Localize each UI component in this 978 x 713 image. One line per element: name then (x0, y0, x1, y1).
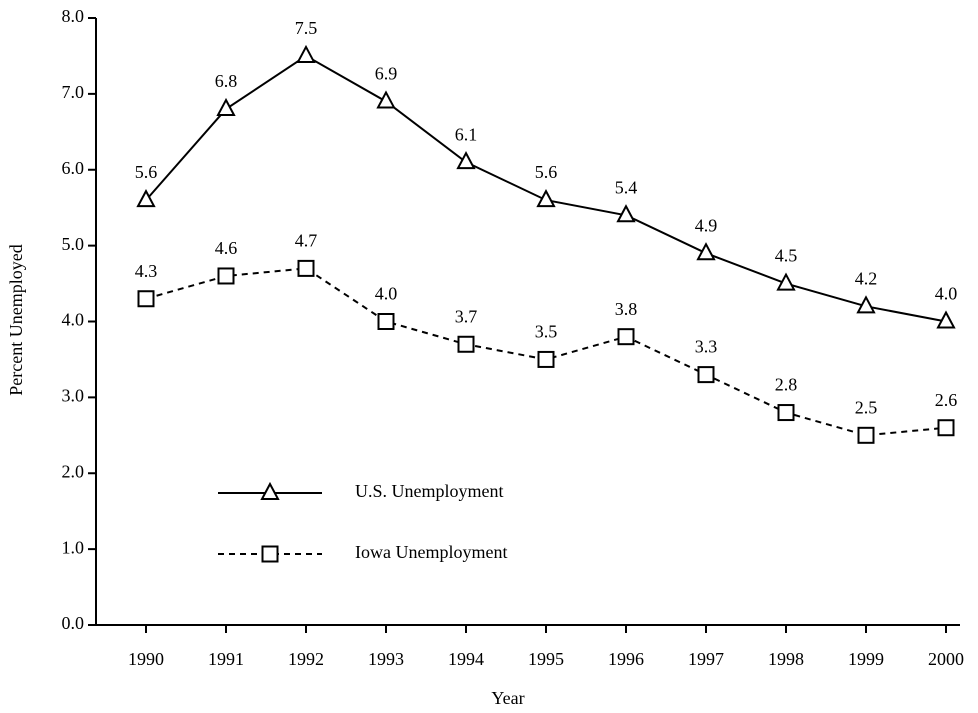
marker-square (377, 313, 395, 330)
y-tick-label: 5.0 (62, 234, 85, 254)
legend-label: U.S. Unemployment (355, 481, 504, 501)
marker-square (777, 404, 795, 422)
marker-triangle (616, 204, 636, 223)
data-label: 4.6 (215, 238, 238, 258)
marker-triangle (536, 188, 556, 208)
data-label: 5.4 (615, 177, 638, 197)
data-label: 6.9 (375, 64, 398, 84)
marker-triangle (856, 295, 876, 314)
data-label: 2.6 (935, 390, 958, 410)
marker-triangle (260, 481, 280, 500)
data-label: 2.8 (775, 375, 798, 395)
y-axis-label: Percent Unemployed (6, 244, 26, 395)
data-label: 2.5 (855, 397, 878, 417)
y-tick-label: 4.0 (62, 310, 85, 330)
data-label: 4.0 (375, 284, 398, 304)
marker-triangle (296, 44, 316, 63)
marker-square (217, 267, 235, 285)
marker-triangle (456, 151, 476, 170)
y-tick-label: 2.0 (62, 461, 85, 481)
data-label: 4.5 (775, 246, 798, 266)
x-tick-label: 1997 (688, 649, 724, 669)
data-label: 5.6 (135, 162, 158, 182)
marker-square (261, 545, 279, 563)
x-tick-label: 1991 (208, 649, 244, 669)
marker-square (857, 426, 875, 444)
y-tick-label: 1.0 (62, 537, 85, 557)
data-label: 3.7 (455, 306, 478, 326)
marker-square (617, 328, 635, 346)
marker-square (457, 335, 475, 353)
marker-triangle (376, 90, 396, 109)
y-tick-label: 0.0 (62, 613, 85, 633)
data-label: 3.3 (695, 337, 718, 357)
y-tick-label: 3.0 (62, 386, 85, 406)
x-tick-label: 1992 (288, 649, 324, 669)
data-label: 3.5 (535, 322, 558, 342)
data-label: 5.6 (535, 162, 558, 182)
data-label: 4.7 (295, 231, 318, 251)
data-label: 4.2 (855, 268, 878, 288)
x-tick-label: 1993 (368, 649, 404, 669)
data-label: 4.3 (135, 261, 158, 281)
data-label: 6.1 (455, 124, 478, 144)
legend-label: Iowa Unemployment (355, 542, 507, 562)
marker-square (937, 419, 955, 437)
marker-triangle (216, 97, 236, 117)
x-axis-label: Year (491, 688, 524, 708)
marker-triangle (696, 242, 716, 261)
marker-square (137, 290, 155, 308)
marker-square (297, 259, 315, 277)
marker-square (697, 366, 715, 384)
marker-square (537, 350, 555, 368)
x-tick-label: 1990 (128, 649, 164, 669)
x-tick-label: 1998 (768, 649, 804, 669)
series-line (145, 54, 947, 323)
series-line (145, 267, 947, 437)
data-label: 4.0 (935, 284, 958, 304)
marker-triangle (776, 272, 796, 291)
data-label: 4.9 (695, 215, 718, 235)
marker-triangle (936, 310, 956, 329)
data-label: 7.5 (295, 18, 318, 38)
x-tick-label: 1996 (608, 649, 644, 669)
y-tick-label: 7.0 (62, 82, 85, 102)
marker-triangle (136, 188, 156, 208)
x-tick-label: 1994 (448, 649, 484, 669)
y-tick-label: 6.0 (62, 158, 85, 178)
x-tick-label: 2000 (928, 649, 964, 669)
data-label: 6.8 (215, 71, 238, 91)
x-tick-label: 1999 (848, 649, 884, 669)
x-tick-label: 1995 (528, 649, 564, 669)
y-tick-label: 8.0 (62, 6, 85, 26)
data-label: 3.8 (615, 299, 638, 319)
